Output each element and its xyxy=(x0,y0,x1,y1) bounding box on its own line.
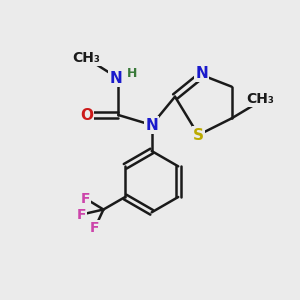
Text: F: F xyxy=(76,208,86,222)
Text: S: S xyxy=(193,128,204,142)
Text: F: F xyxy=(90,221,100,235)
Text: N: N xyxy=(145,118,158,133)
Text: N: N xyxy=(195,65,208,80)
Text: H: H xyxy=(127,67,137,80)
Text: F: F xyxy=(81,192,90,206)
Text: N: N xyxy=(109,71,122,86)
Text: O: O xyxy=(80,107,93,122)
Text: CH₃: CH₃ xyxy=(246,92,274,106)
Text: CH₃: CH₃ xyxy=(73,51,100,65)
